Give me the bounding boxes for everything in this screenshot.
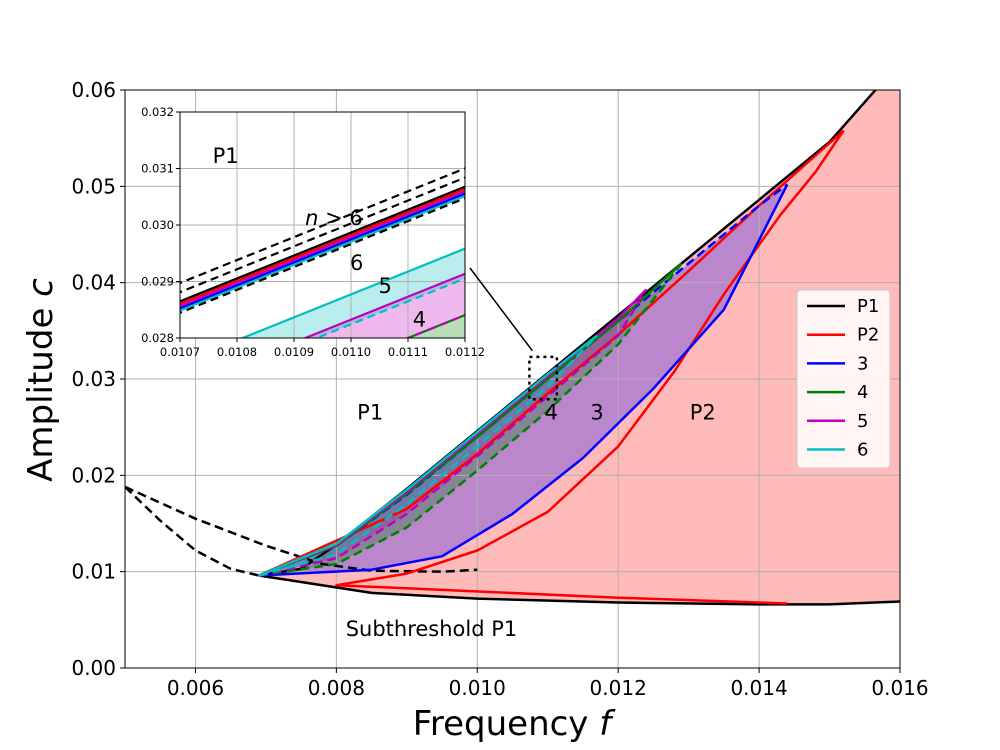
legend-label: P2 (857, 325, 879, 346)
y-tick-label: 0.05 (71, 174, 116, 198)
inset-plot: 0.0107 0.0108 0.0109 0.0110 0.0111 0.0112 0.02… (141, 105, 485, 359)
legend: P1 P2 3 4 5 6 (796, 289, 891, 469)
inset-x-tick-label: 0.0108 (217, 345, 257, 359)
series-line (125, 485, 478, 573)
inset-x-tick-label: 0.0109 (274, 345, 314, 359)
series-line (258, 262, 683, 577)
y-tick-label: 0.02 (71, 463, 116, 487)
region-label: P1 (357, 400, 383, 424)
series-line (258, 334, 598, 577)
x-tick-label: 0.012 (590, 676, 647, 700)
region-3 (258, 184, 788, 576)
inset-line-upper (180, 194, 465, 312)
legend-label: 3 (857, 353, 868, 374)
region-label: Subthreshold P1 (346, 617, 518, 641)
inset-y-tick-label: 0.029 (141, 275, 174, 289)
inset-line-upper (180, 190, 465, 308)
inset-label: n > 6 (305, 206, 363, 230)
series-line (335, 129, 845, 605)
zoom-indicator (469, 267, 559, 401)
x-tick-label: 0.008 (308, 676, 365, 700)
inset-line-upper (180, 167, 465, 285)
series-line (258, 334, 598, 577)
region-label: 3 (590, 400, 603, 424)
x-tick-label: 0.010 (449, 676, 506, 700)
y-tick-label: 0.06 (71, 78, 116, 102)
x-tick-label: 0.016 (871, 676, 928, 700)
x-tick-label: 0.014 (730, 676, 787, 700)
inset-x-tick-label: 0.0111 (388, 345, 428, 359)
inset-y-tick-label: 0.030 (141, 218, 174, 232)
y-axis-title: Amplitude c (21, 278, 61, 482)
inset-x-tick-label: 0.0110 (331, 345, 371, 359)
y-tick-label: 0.01 (71, 560, 116, 584)
inset-line-upper (180, 185, 465, 303)
region-label: P2 (690, 400, 716, 424)
inset-line-upper (180, 187, 465, 305)
inset-line-upper (180, 176, 465, 294)
inset-label: 4 (413, 308, 426, 332)
inset-label: P1 (213, 144, 239, 168)
y-tick-label: 0.03 (71, 367, 116, 391)
zoom-connector (469, 267, 534, 352)
y-tick-label: 0.04 (71, 271, 116, 295)
x-axis-title: Frequency f (413, 704, 616, 744)
legend-label: 6 (857, 440, 868, 461)
legend-label: 5 (857, 411, 868, 432)
legend-label: P1 (857, 296, 879, 317)
series-line (258, 574, 900, 606)
main-plot: 0.006 0.008 0.010 0.012 0.014 0.016 0.00 0.01 0.… (71, 78, 928, 700)
inset-label: 6 (350, 251, 363, 275)
inset-line-upper (180, 197, 465, 314)
legend-label: 4 (857, 382, 868, 403)
inset-line-upper (180, 192, 465, 310)
inset-x-tick-label: 0.0107 (160, 345, 200, 359)
inset-y-tick-label: 0.031 (141, 162, 174, 176)
series-line (258, 183, 789, 577)
inset-y-tick-label: 0.028 (141, 331, 174, 345)
x-tick-label: 0.006 (167, 676, 224, 700)
inset-line-6-dashed (313, 277, 465, 338)
inset-label: 5 (379, 274, 392, 298)
series-line (125, 485, 260, 577)
inset-y-tick-label: 0.032 (141, 105, 174, 119)
series-line (258, 288, 648, 577)
inset-line-5 (302, 272, 465, 338)
y-tick-label: 0.00 (71, 656, 116, 680)
inset-x-tick-label: 0.0112 (445, 345, 485, 359)
inset-line-6 (239, 247, 465, 338)
region-label: 4 (545, 400, 558, 424)
